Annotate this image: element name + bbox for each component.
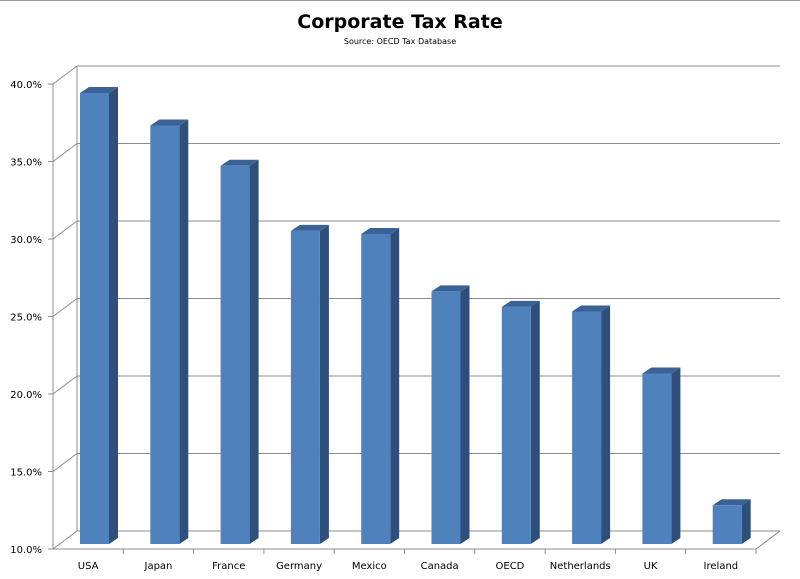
bar-top (220, 159, 259, 166)
x-tick-label: Japan (144, 561, 173, 572)
bar (150, 125, 180, 544)
bar-top (290, 224, 329, 231)
bar-side (460, 285, 470, 544)
x-tick-label: USA (78, 561, 99, 572)
bar-side (109, 86, 118, 544)
gridline-diagonal (52, 65, 78, 85)
chart-subtitle: Source: OECD Tax Database (343, 37, 457, 46)
bar-side (179, 119, 189, 544)
x-tick-label: Netherlands (550, 561, 611, 572)
bar (501, 306, 531, 544)
bar-top (572, 305, 611, 312)
gridline-diagonal (52, 220, 78, 240)
bar (220, 165, 250, 545)
x-tick-label: France (212, 561, 245, 572)
y-tick-label: 40.0% (10, 80, 42, 91)
y-tick-label: 25.0% (10, 313, 42, 324)
bar-side (319, 224, 329, 544)
bar (431, 291, 461, 544)
x-tick-label: UK (644, 561, 658, 572)
y-tick-label: 10.0% (10, 545, 42, 556)
chart-title: Corporate Tax Rate (297, 11, 503, 33)
floor-right-edge (755, 530, 781, 550)
bar (80, 92, 109, 544)
gridline-diagonal (52, 453, 78, 472)
x-tick-label: Ireland (704, 561, 739, 572)
x-tick-label: Canada (421, 561, 459, 572)
x-tick-label: Mexico (352, 561, 387, 572)
y-tick-label: 20.0% (10, 390, 42, 401)
bar (712, 505, 742, 544)
bar-top (150, 119, 189, 126)
gridline-diagonal (52, 530, 78, 550)
gridline-diagonal (52, 143, 78, 162)
bar (290, 230, 320, 544)
bar (572, 311, 602, 544)
x-tick-label: Germany (276, 561, 322, 572)
bar-top (642, 367, 681, 374)
y-tick-label: 15.0% (10, 468, 42, 479)
bar (642, 373, 672, 544)
bar-side (671, 367, 681, 544)
y-tick-label: 30.0% (10, 235, 42, 246)
bar-side (249, 159, 259, 545)
bar-side (390, 228, 400, 544)
bar-top (712, 499, 751, 506)
x-tick-label: OECD (496, 561, 525, 572)
bar-side (601, 305, 611, 544)
gridline-diagonal (52, 375, 78, 395)
bar-top (501, 300, 540, 307)
gridline-diagonal (52, 298, 78, 317)
y-tick-label: 35.0% (10, 158, 42, 169)
bar (361, 234, 391, 544)
bar-top (80, 86, 118, 93)
bar-top (361, 228, 400, 234)
bar-top (431, 285, 470, 292)
bar-side (741, 499, 751, 544)
bar-side (530, 300, 540, 544)
